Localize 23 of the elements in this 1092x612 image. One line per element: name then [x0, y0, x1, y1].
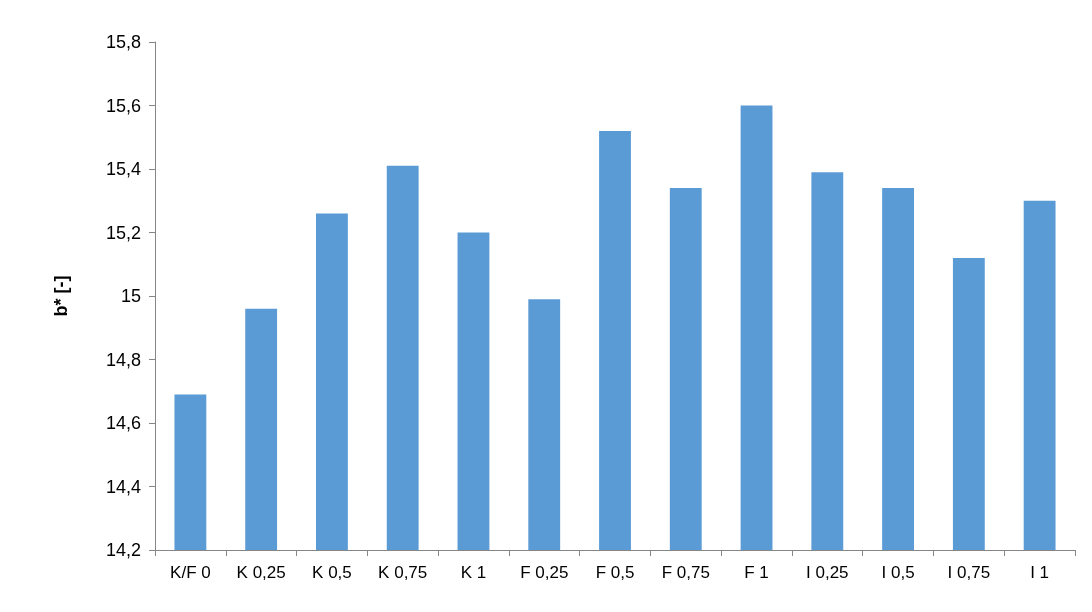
x-tick-label: I 0,5: [881, 563, 915, 582]
x-tick-label: I 1: [1030, 563, 1050, 582]
x-tick-label: F 1: [744, 563, 769, 582]
x-tick-label: K 0,25: [236, 563, 286, 582]
y-tick-label: 14,4: [105, 476, 141, 497]
x-tick-label: I 0,25: [806, 563, 849, 582]
x-tick-label: F 0,75: [661, 563, 710, 582]
y-axis-title: b* [-]: [51, 275, 71, 317]
y-tick-label: 14,2: [105, 540, 141, 560]
y-tick-label: 15,2: [105, 222, 141, 243]
x-tick-label: F 0,25: [520, 563, 569, 582]
x-tick-label: F 0,5: [595, 563, 635, 582]
y-tick-label: 15,4: [105, 159, 141, 179]
x-tick-label: K 0,5: [312, 563, 352, 582]
x-tick-label: K 0,75: [378, 563, 428, 582]
y-tick-label: 15: [120, 286, 141, 306]
y-tick-label: 14,6: [105, 413, 141, 433]
x-tick-label: K 1: [460, 563, 487, 582]
y-tick-label: 14,8: [105, 349, 141, 370]
x-tick-label: I 0,75: [947, 563, 991, 582]
x-tick-label: K/F 0: [170, 563, 211, 582]
y-tick-label: 15,8: [105, 32, 141, 52]
y-tick-label: 15,6: [105, 95, 141, 116]
